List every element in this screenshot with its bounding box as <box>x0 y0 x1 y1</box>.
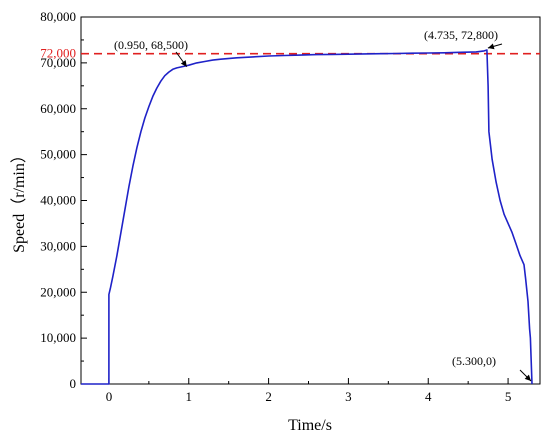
y-axis-title: Speed（r/min） <box>10 147 28 253</box>
y-axis: 0 10,000 20,000 30,000 40,000 50,000 60,000 70,… <box>40 9 87 391</box>
x-tick-label: 0 <box>106 389 113 404</box>
annotation-label: (0.950, 68,500) <box>114 38 188 52</box>
x-tick-label: 4 <box>425 389 432 404</box>
y-tick-label: 80,000 <box>40 9 76 24</box>
y-tick-label: 70,000 <box>40 55 76 70</box>
speed-series-line <box>81 49 533 385</box>
annotations: (0.950, 68,500) (4.735, 72,800) (5.300,0) <box>114 28 532 382</box>
reference-line-label: 72,000 <box>40 46 76 61</box>
x-axis: 0 1 2 3 4 5 <box>106 378 512 404</box>
annotation-arrowhead <box>180 60 187 67</box>
x-tick-label: 2 <box>265 389 272 404</box>
y-tick-label: 10,000 <box>40 330 76 345</box>
annotation-arrowhead <box>524 374 532 381</box>
x-axis-title: Time/s <box>288 417 332 434</box>
x-tick-label: 3 <box>345 389 352 404</box>
y-tick-label: 30,000 <box>40 238 76 253</box>
y-tick-label: 20,000 <box>40 284 76 299</box>
y-tick-label: 0 <box>70 376 77 391</box>
x-tick-label: 5 <box>505 389 512 404</box>
x-tick-label: 1 <box>186 389 193 404</box>
annotation-label: (4.735, 72,800) <box>424 28 498 42</box>
y-tick-label: 60,000 <box>40 101 76 116</box>
y-tick-label: 50,000 <box>40 147 76 162</box>
annotation-arrowhead <box>487 43 495 50</box>
annotation-label: (5.300,0) <box>452 354 496 368</box>
plot-frame <box>80 16 541 385</box>
y-tick-label: 40,000 <box>40 193 76 208</box>
